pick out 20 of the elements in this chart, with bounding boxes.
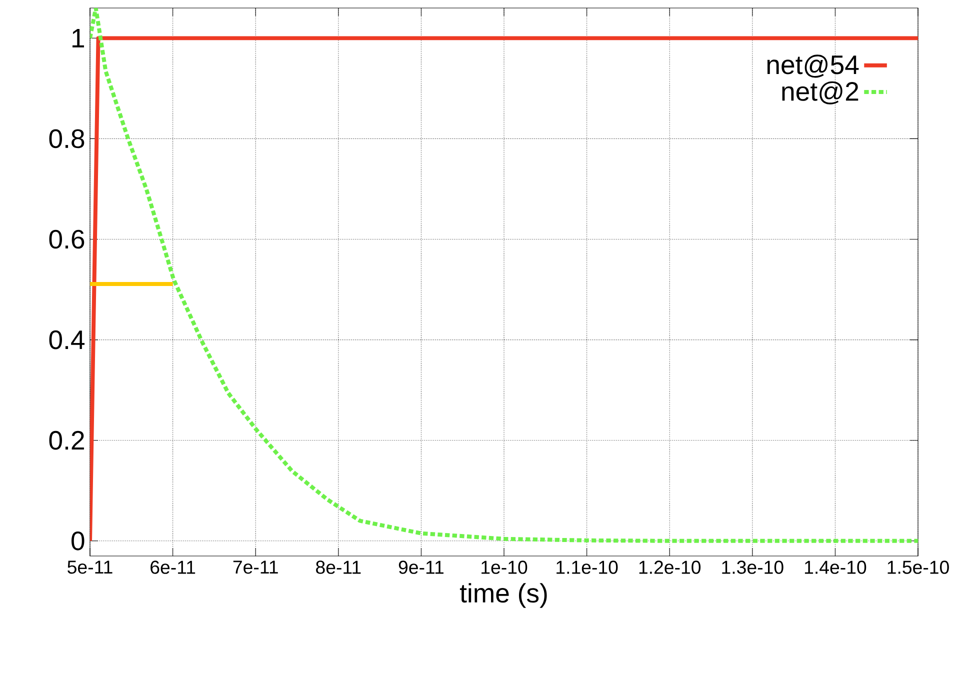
x-axis-title: time (s) <box>460 583 547 608</box>
x-tick-label: 8e-11 <box>316 560 361 574</box>
y-tick-label: 0.2 <box>49 430 84 450</box>
x-tick-label: 7e-11 <box>233 560 278 574</box>
x-tick-label: 1e-10 <box>482 560 528 574</box>
x-tick-label: 1.5e-10 <box>888 560 949 574</box>
x-tick-label: 1.4e-10 <box>804 560 866 574</box>
y-tick-label: 1 <box>72 28 84 48</box>
x-tick-label: 1.3e-10 <box>722 560 784 574</box>
x-tick-label: 5e-11 <box>68 560 112 574</box>
x-tick-label: 9e-11 <box>398 560 444 574</box>
legend-label: net@54 <box>767 54 859 78</box>
x-tick-label: 1.1e-10 <box>556 560 618 574</box>
y-tick-label: 0 <box>72 531 84 550</box>
x-tick-label: 1.2e-10 <box>639 560 701 574</box>
x-tick-label: 6e-11 <box>150 560 196 574</box>
y-tick-label: 0.6 <box>49 230 84 249</box>
y-tick-label: 0.8 <box>49 129 84 148</box>
legend-label: net@2 <box>782 81 858 104</box>
y-tick-label: 0.4 <box>49 330 85 350</box>
